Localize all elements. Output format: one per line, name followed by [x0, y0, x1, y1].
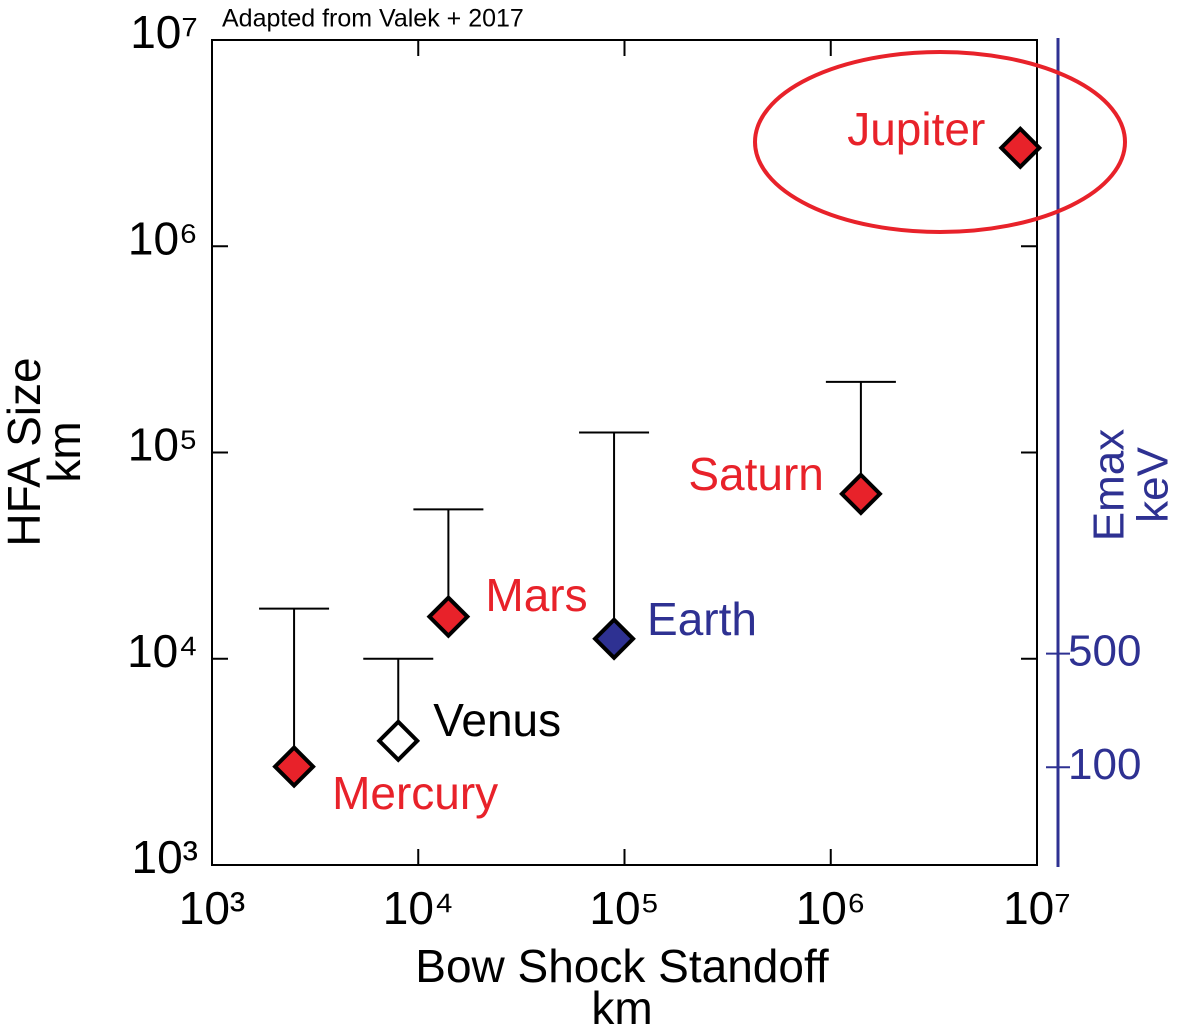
point-label: Mercury	[332, 767, 498, 819]
point-label: Earth	[647, 593, 757, 645]
x-tick-label: 10⁵	[589, 882, 659, 934]
point-label: Venus	[433, 694, 561, 746]
point-label: Saturn	[688, 448, 824, 500]
x-tick-label: 10⁴	[383, 882, 454, 934]
y-tick-label: 10⁵	[128, 419, 198, 471]
point-label: Mars	[485, 569, 587, 621]
marker	[592, 616, 636, 661]
y2-axis-title: keV	[1129, 446, 1178, 522]
y-tick-label: 10⁶	[128, 212, 198, 264]
y2-tick-label: 500	[1068, 626, 1141, 675]
y-tick-label: 10⁴	[127, 625, 198, 677]
y2-tick-label: 100	[1068, 740, 1141, 789]
x-axis-title: Bow Shock Standoff	[415, 940, 829, 992]
x-tick-label: 10³	[179, 882, 245, 934]
marker	[839, 472, 883, 516]
x-tick-label: 10⁷	[1003, 882, 1071, 934]
point-label: Jupiter	[847, 103, 985, 155]
y-tick-label: 10³	[132, 831, 198, 883]
plot-frame	[211, 39, 1038, 866]
highlight-ellipse	[753, 50, 1127, 234]
y-tick-label: 10⁷	[130, 6, 198, 58]
marker	[376, 718, 421, 763]
marker	[272, 744, 316, 789]
marker	[998, 126, 1043, 170]
x-axis-title: km	[591, 982, 652, 1034]
x-tick-label: 10⁶	[796, 882, 866, 934]
y-axis-title: HFA Size	[0, 357, 50, 546]
marker	[426, 594, 471, 639]
y-axis-title: km	[38, 421, 90, 482]
y2-axis-title: Emax	[1085, 429, 1134, 541]
annotation: Adapted from Valek + 2017	[222, 5, 524, 33]
